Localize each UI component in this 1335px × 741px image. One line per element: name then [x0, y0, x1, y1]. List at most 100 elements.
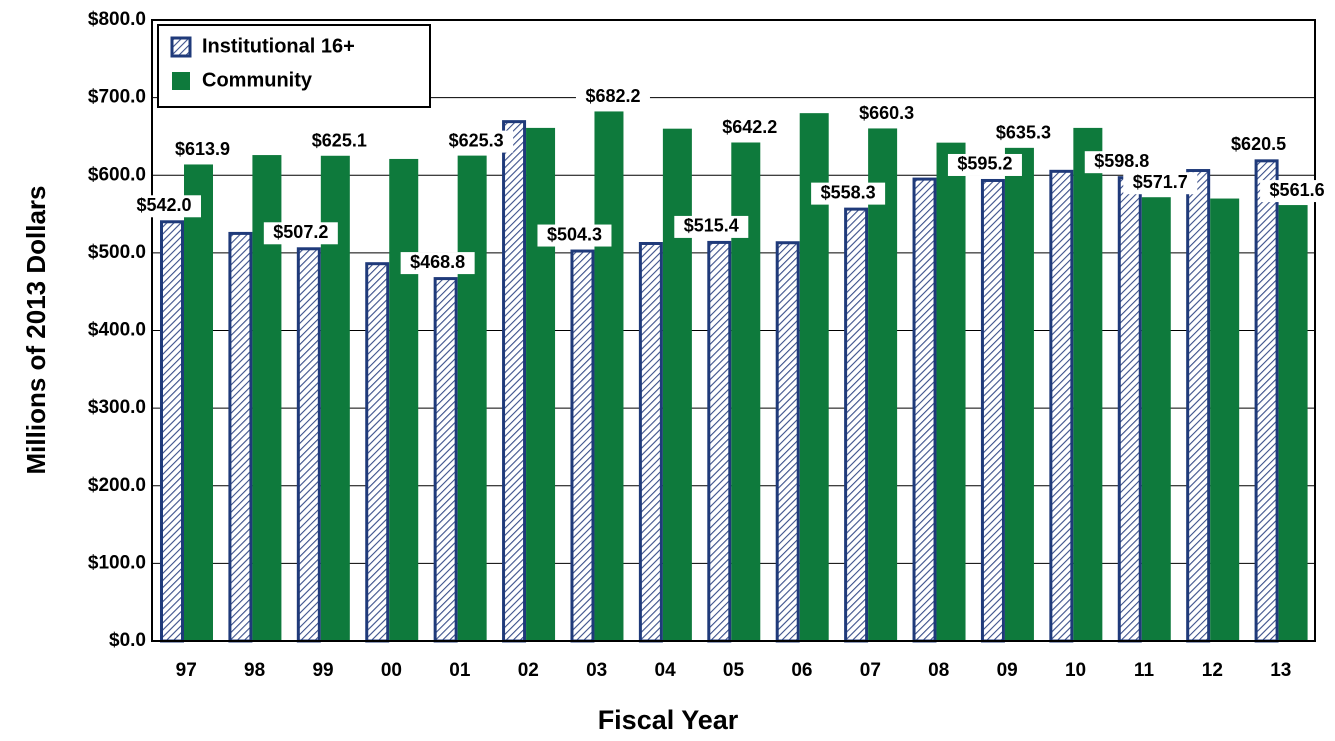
- x-tick-label: 06: [791, 660, 812, 681]
- bar: [1004, 147, 1034, 641]
- bar: [570, 249, 595, 643]
- value-label-bg: [165, 139, 240, 162]
- x-tick-label: 11: [1134, 660, 1155, 681]
- x-tick-label: 07: [860, 660, 881, 681]
- bar: [160, 220, 184, 643]
- bar: [936, 142, 966, 641]
- x-tick-label: 08: [928, 660, 949, 681]
- bar: [1117, 176, 1142, 643]
- value-label: $613.9: [175, 139, 230, 159]
- y-tick-label: $700.0: [88, 87, 146, 108]
- bar: [775, 241, 800, 643]
- legend-swatch: [172, 72, 190, 90]
- bar: [1141, 197, 1171, 641]
- value-label: $515.4: [684, 216, 739, 236]
- value-label-bg: [575, 86, 650, 109]
- value-label: $504.3: [547, 224, 602, 244]
- y-tick-label: $400.0: [88, 320, 146, 341]
- value-label: $561.6: [1270, 180, 1325, 200]
- value-label: $571.7: [1133, 172, 1188, 192]
- bar: [1049, 169, 1074, 643]
- legend-label: Institutional 16+: [202, 35, 355, 57]
- bar: [389, 158, 419, 642]
- value-label-bg: [947, 153, 1022, 176]
- value-label: $625.3: [449, 130, 504, 150]
- value-label: $507.2: [273, 222, 328, 242]
- value-label-bg: [674, 215, 749, 238]
- legend-swatch: [170, 36, 192, 58]
- x-tick-label: 02: [518, 660, 539, 681]
- bar: [1254, 159, 1279, 643]
- value-label: $598.8: [1094, 151, 1149, 171]
- x-tick-label: 04: [655, 660, 677, 681]
- y-tick-label: $100.0: [88, 552, 146, 573]
- value-label-bg: [439, 130, 514, 153]
- x-tick-label: 03: [586, 660, 607, 681]
- value-label: $625.1: [312, 131, 367, 151]
- value-label-bg: [263, 222, 338, 245]
- bar: [980, 178, 1005, 643]
- bar: [502, 120, 527, 643]
- x-tick-label: 98: [244, 660, 265, 681]
- value-label-bg: [302, 130, 377, 153]
- bar: [1210, 198, 1240, 641]
- value-label-bg: [1084, 151, 1159, 174]
- value-label: $682.2: [585, 86, 640, 106]
- x-tick-label: 09: [997, 660, 1018, 681]
- x-tick-label: 01: [449, 660, 471, 681]
- x-tick-label: 97: [176, 660, 197, 681]
- y-axis-title: Millions of 2013 Dollars: [21, 186, 51, 475]
- bar: [365, 262, 390, 643]
- legend-label: Community: [202, 69, 313, 91]
- bar: [844, 207, 869, 643]
- value-label: $635.3: [996, 123, 1051, 143]
- x-tick-label: 10: [1065, 660, 1086, 681]
- value-label-bg: [986, 122, 1061, 145]
- x-tick-label: 99: [312, 660, 333, 681]
- bar: [228, 231, 253, 643]
- bar: [457, 155, 487, 641]
- value-label-bg: [811, 182, 886, 205]
- y-tick-label: $200.0: [88, 475, 146, 496]
- bar: [433, 277, 458, 643]
- value-label-bg: [1123, 172, 1198, 195]
- value-label: $642.2: [722, 117, 777, 137]
- value-label-bg: [400, 252, 475, 275]
- bar: [296, 247, 321, 643]
- x-tick-label: 12: [1202, 660, 1223, 681]
- value-label-bg: [849, 103, 924, 126]
- x-tick-label: 05: [723, 660, 745, 681]
- bar: [1278, 205, 1308, 642]
- y-tick-label: $300.0: [88, 397, 146, 418]
- legend-box: [157, 24, 431, 108]
- y-tick-label: $600.0: [88, 164, 146, 185]
- value-label: $595.2: [957, 154, 1012, 174]
- bar: [594, 111, 624, 641]
- x-tick-label: 13: [1270, 660, 1291, 681]
- bar: [526, 127, 556, 642]
- y-tick-label: $0.0: [109, 630, 146, 651]
- bar: [662, 128, 692, 642]
- bar: [912, 177, 937, 643]
- bar: [1186, 169, 1211, 643]
- value-label: $558.3: [821, 182, 876, 202]
- y-tick-label: $500.0: [88, 242, 146, 263]
- value-label-bg: [127, 195, 201, 218]
- bar: [638, 242, 663, 643]
- value-label-bg: [537, 224, 612, 247]
- value-label: $620.5: [1231, 134, 1286, 154]
- value-label: $542.0: [136, 195, 191, 215]
- x-axis-title: Fiscal Year: [598, 705, 739, 735]
- y-tick-label: $800.0: [88, 9, 146, 30]
- value-label: $660.3: [859, 103, 914, 123]
- value-label-bg: [1221, 134, 1296, 157]
- value-label: $468.8: [410, 252, 465, 272]
- bar: [707, 240, 732, 643]
- value-label-bg: [712, 117, 787, 140]
- x-tick-label: 00: [381, 660, 402, 681]
- bar: [1073, 127, 1103, 642]
- plot-border: [151, 19, 1316, 642]
- bar: [868, 128, 898, 641]
- bar: [184, 164, 213, 641]
